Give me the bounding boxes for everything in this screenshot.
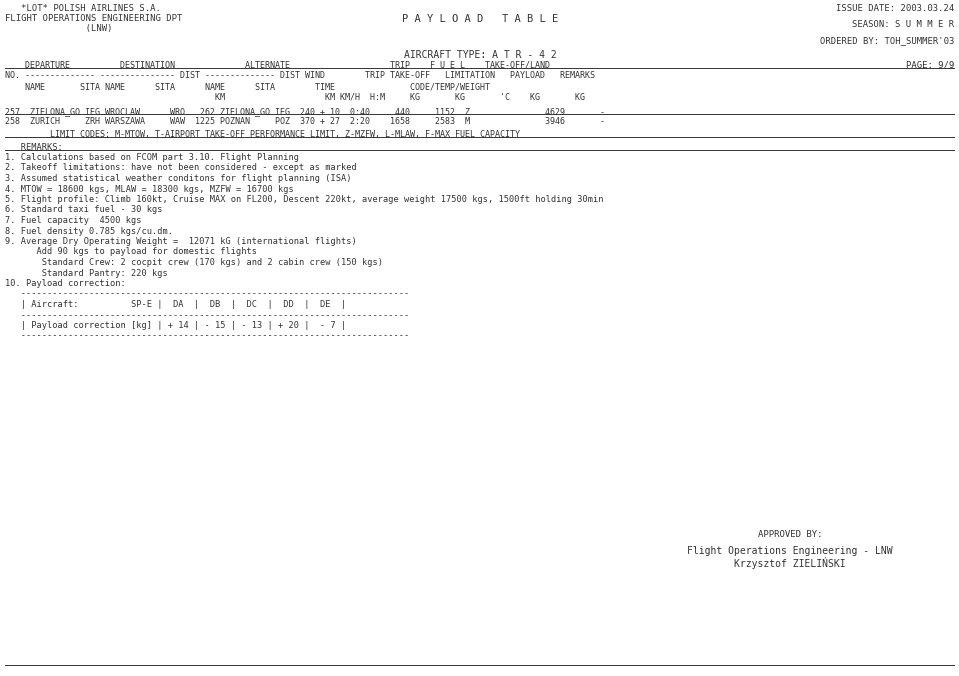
- Text: | Aircraft:          SP-E |  DA  |  DB  |  DC  |  DD  |  DE  |: | Aircraft: SP-E | DA | DB | DC | DD | D…: [5, 300, 346, 309]
- Text: P A Y L O A D   T A B L E: P A Y L O A D T A B L E: [402, 14, 558, 24]
- Text: Standard Crew: 2 cocpit crew (170 kgs) and 2 cabin crew (150 kgs): Standard Crew: 2 cocpit crew (170 kgs) a…: [5, 258, 383, 267]
- Text: AIRCRAFT TYPE: A T R - 4 2: AIRCRAFT TYPE: A T R - 4 2: [404, 50, 556, 60]
- Text: REMARKS:: REMARKS:: [5, 143, 62, 151]
- Text: 2. Takeoff limitations: have not been considered - except as marked: 2. Takeoff limitations: have not been co…: [5, 164, 357, 172]
- Text: *LOT* POLISH AIRLINES S.A.: *LOT* POLISH AIRLINES S.A.: [5, 4, 161, 13]
- Text: 7. Fuel capacity  4500 kgs: 7. Fuel capacity 4500 kgs: [5, 216, 142, 225]
- Text: ORDERED BY: TOH_SUMMER'03: ORDERED BY: TOH_SUMMER'03: [820, 36, 954, 45]
- Text: 258  ZURICH     ZRH WARSZAWA     WAW  1225 POZNAN     POZ  370 + 27  2:20    165: 258 ZURICH ZRH WARSZAWA WAW 1225 POZNAN …: [5, 118, 605, 126]
- Text: LIMIT CODES: M-MTOW, T-AIRPORT TAKE-OFF PERFORMANCE LIMIT, Z-MZFW, L-MLAW, F-MAX: LIMIT CODES: M-MTOW, T-AIRPORT TAKE-OFF …: [5, 130, 520, 139]
- Text: SEASON: S U M M E R: SEASON: S U M M E R: [852, 20, 954, 29]
- Text: 6. Standard taxi fuel - 30 kgs: 6. Standard taxi fuel - 30 kgs: [5, 206, 162, 214]
- Text: 3. Assumed statistical weather conditons for flight planning (ISA): 3. Assumed statistical weather conditons…: [5, 174, 352, 183]
- Text: Standard Pantry: 220 kgs: Standard Pantry: 220 kgs: [5, 268, 168, 278]
- Text: 9. Average Dry Operating Weight =  12071 kG (international flights): 9. Average Dry Operating Weight = 12071 …: [5, 237, 357, 246]
- Text: Add 90 kgs to payload for domestic flights: Add 90 kgs to payload for domestic fligh…: [5, 247, 257, 256]
- Text: PAGE: 9/9: PAGE: 9/9: [905, 60, 954, 69]
- Text: DEPARTURE          DESTINATION              ALTERNATE                    TRIP   : DEPARTURE DESTINATION ALTERNATE TRIP: [5, 61, 550, 70]
- Text: --------------------------------------------------------------------------: ----------------------------------------…: [5, 331, 409, 341]
- Text: 4. MTOW = 18600 kgs, MLAW = 18300 kgs, MZFW = 16700 kgs: 4. MTOW = 18600 kgs, MLAW = 18300 kgs, M…: [5, 185, 293, 193]
- Text: Krzysztof ZIELIŃSKI: Krzysztof ZIELIŃSKI: [735, 557, 846, 569]
- Text: ISSUE DATE: 2003.03.24: ISSUE DATE: 2003.03.24: [835, 4, 954, 13]
- Text: NAME       SITA NAME      SITA      NAME      SITA        TIME               COD: NAME SITA NAME SITA NAME SITA TIME COD: [5, 82, 490, 91]
- Text: 257  ZIELONA_GO IEG WROCLAW      WRO   262 ZIELONA_GO IEG  240 + 10  0:40     44: 257 ZIELONA_GO IEG WROCLAW WRO 262 ZIELO…: [5, 107, 605, 116]
- Text: 1. Calculations based on FCOM part 3.10. Flight Planning: 1. Calculations based on FCOM part 3.10.…: [5, 153, 299, 162]
- Text: NO. -------------- --------------- DIST -------------- DIST WIND        TRIP TAK: NO. -------------- --------------- DIST …: [5, 72, 595, 80]
- Text: | Payload correction [kg] | + 14 | - 15 | - 13 | + 20 |  - 7 |: | Payload correction [kg] | + 14 | - 15 …: [5, 321, 346, 330]
- Text: 5. Flight profile: Climb 160kt, Cruise MAX on FL200, Descent 220kt, average weig: 5. Flight profile: Climb 160kt, Cruise M…: [5, 195, 603, 204]
- Text: --------------------------------------------------------------------------: ----------------------------------------…: [5, 310, 409, 320]
- Text: KM                    KM KM/H  H:M     KG       KG       'C    KG       KG: KM KM KM/H H:M KG KG 'C KG KG: [5, 93, 585, 101]
- Text: 10. Payload correction:: 10. Payload correction:: [5, 279, 126, 288]
- Text: APPROVED BY:: APPROVED BY:: [758, 530, 822, 539]
- Text: (LNW): (LNW): [5, 24, 112, 33]
- Text: Flight Operations Engineering - LNW: Flight Operations Engineering - LNW: [688, 546, 893, 556]
- Text: 8. Fuel density 0.785 kgs/cu.dm.: 8. Fuel density 0.785 kgs/cu.dm.: [5, 226, 173, 235]
- Text: --------------------------------------------------------------------------: ----------------------------------------…: [5, 289, 409, 299]
- Text: FLIGHT OPERATIONS ENGINEERING DPT: FLIGHT OPERATIONS ENGINEERING DPT: [5, 14, 182, 23]
